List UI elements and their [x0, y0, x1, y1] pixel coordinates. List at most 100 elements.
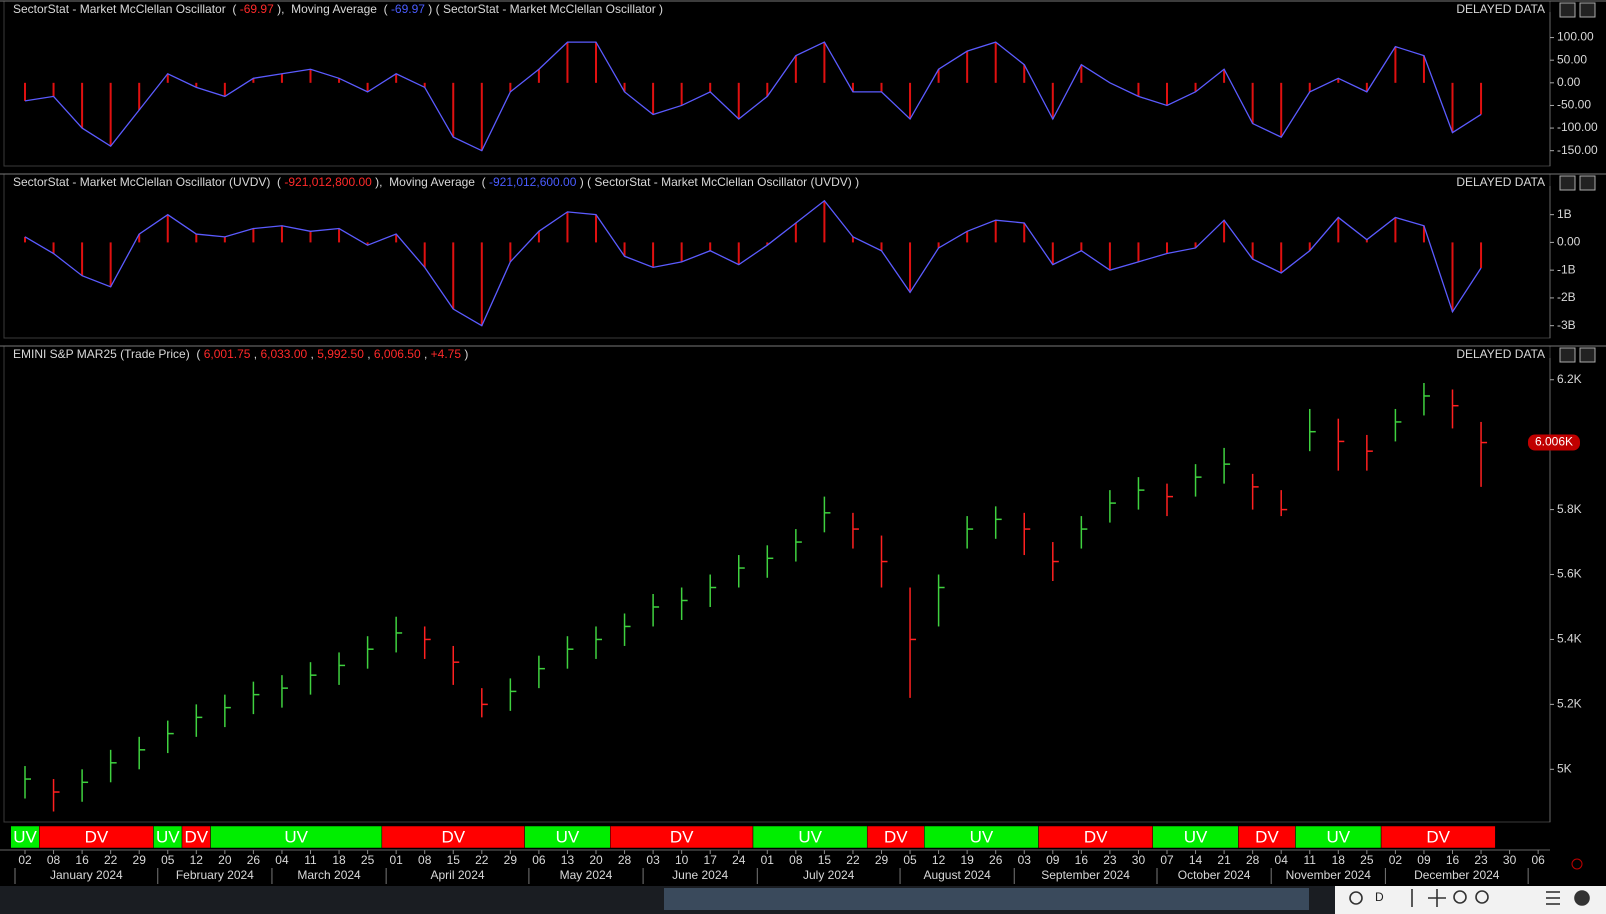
x-tick-label: 14	[1189, 853, 1203, 867]
oscillator-bar	[937, 242, 940, 248]
header-part: 6,033.00	[260, 347, 307, 361]
oscillator-bar	[52, 82, 55, 97]
x-tick-label: 26	[989, 853, 1003, 867]
month-label: July 2024	[803, 868, 855, 882]
oscillator-bar	[366, 242, 369, 246]
last-price-label: 6.006K	[1535, 435, 1573, 449]
oscillator-bar	[680, 242, 683, 262]
regime-label: DV	[1426, 827, 1450, 846]
oscillator-bar	[52, 242, 55, 254]
oscillator-bar	[1280, 82, 1283, 138]
alert-icon[interactable]	[1571, 858, 1583, 870]
x-tick-label: 08	[47, 853, 61, 867]
x-tick-label: 12	[932, 853, 946, 867]
oscillator-bar	[595, 214, 597, 243]
maximize-button[interactable]	[1559, 347, 1576, 363]
x-tick-label: 15	[447, 853, 461, 867]
oscillator-bar	[794, 222, 797, 243]
oscillator-bar	[1251, 82, 1254, 124]
zoom-in-icon[interactable]	[1475, 890, 1489, 904]
regime-segment	[1380, 825, 1496, 849]
x-tick-label: 01	[761, 853, 775, 867]
x-tick-label: 17	[704, 853, 718, 867]
regime-label: UV	[1326, 827, 1350, 846]
oscillator-bar	[195, 82, 198, 88]
header-part: ) ( SectorStat - Market McClellan Oscill…	[576, 175, 859, 189]
regime-label: UV	[13, 827, 37, 846]
regime-label: DV	[670, 827, 694, 846]
oscillator-bar	[794, 55, 797, 83]
oscillator-bar	[1394, 217, 1397, 243]
x-tick-label: 22	[104, 853, 118, 867]
oscillator-bar	[138, 82, 141, 110]
oscillator-bar	[252, 228, 255, 243]
oscillator-bar	[309, 231, 312, 243]
close-button[interactable]	[1579, 175, 1596, 191]
oscillator-bar	[195, 234, 198, 243]
oscillator-bar	[1051, 242, 1054, 265]
header-part: -921,012,600.00	[489, 175, 577, 189]
oscillator-bar	[81, 242, 84, 276]
close-button[interactable]	[1579, 2, 1596, 18]
scroll-thumb[interactable]	[664, 888, 1309, 910]
header-part: EMINI S&P MAR25 (Trade Price) (	[13, 347, 204, 361]
x-tick-label: 29	[504, 853, 518, 867]
panel-header: SectorStat - Market McClellan Oscillator…	[13, 2, 663, 16]
oscillator-bar	[1480, 242, 1483, 268]
maximize-button[interactable]	[1559, 2, 1576, 18]
y-tick-label: 5.4K	[1557, 632, 1582, 646]
header-part: -69.97	[391, 2, 425, 16]
oscillator-bar	[366, 82, 369, 92]
y-tick-label: 0.00	[1557, 235, 1581, 249]
zoom-out-icon[interactable]	[1453, 890, 1467, 904]
x-tick-label: 07	[1160, 853, 1174, 867]
x-tick-label: 26	[247, 853, 261, 867]
oscillator-bar	[709, 82, 712, 92]
oscillator-bar	[509, 82, 512, 92]
x-tick-label: 20	[218, 853, 232, 867]
oscillator-bar	[1023, 64, 1026, 83]
close-button[interactable]	[1579, 347, 1596, 363]
oscillator-bar	[1280, 242, 1283, 273]
oscillator-bar	[1137, 82, 1140, 97]
oscillator-bar	[423, 242, 426, 268]
oscillator-bar	[1166, 82, 1168, 106]
x-tick-label: 22	[846, 853, 860, 867]
x-tick-label: 23	[1103, 853, 1117, 867]
x-tick-label: 03	[1018, 853, 1032, 867]
settings-icon[interactable]	[1574, 890, 1590, 906]
regime-label: UV	[970, 827, 994, 846]
x-tick-label: 30	[1503, 853, 1517, 867]
oscillator-bar	[1365, 82, 1368, 92]
month-label: June 2024	[672, 868, 728, 882]
y-tick-label: -50.00	[1557, 98, 1591, 112]
interval-button[interactable]: D	[1375, 890, 1384, 904]
refresh-icon[interactable]	[1349, 891, 1363, 905]
oscillator-bar	[1137, 242, 1140, 262]
regime-label: UV	[1184, 827, 1208, 846]
x-tick-label: 24	[732, 853, 746, 867]
x-tick-label: 02	[1389, 853, 1403, 867]
oscillator-bar	[1080, 242, 1083, 251]
y-tick-label: 100.00	[1557, 30, 1594, 44]
oscillator-bar	[109, 82, 112, 147]
x-tick-label: 02	[18, 853, 32, 867]
oscillator-bar	[766, 82, 769, 97]
oscillator-bar	[1365, 239, 1368, 243]
y-tick-label: -150.00	[1557, 143, 1598, 157]
regime-label: UV	[156, 827, 180, 846]
header-part: ,	[421, 347, 431, 361]
oscillator-bar	[1308, 82, 1311, 92]
oscillator-bar	[1108, 242, 1111, 271]
oscillator-bar	[1051, 82, 1054, 120]
x-tick-label: 25	[361, 853, 375, 867]
y-tick-label: 0.00	[1557, 75, 1581, 89]
maximize-button[interactable]	[1559, 175, 1576, 191]
oscillator-bar	[1422, 225, 1425, 243]
header-part: ,	[364, 347, 374, 361]
month-label: September 2024	[1041, 868, 1130, 882]
data-status: DELAYED DATA	[1456, 175, 1545, 189]
panel-header: EMINI S&P MAR25 (Trade Price) ( 6,001.75…	[13, 347, 468, 361]
oscillator-bar	[851, 82, 854, 92]
